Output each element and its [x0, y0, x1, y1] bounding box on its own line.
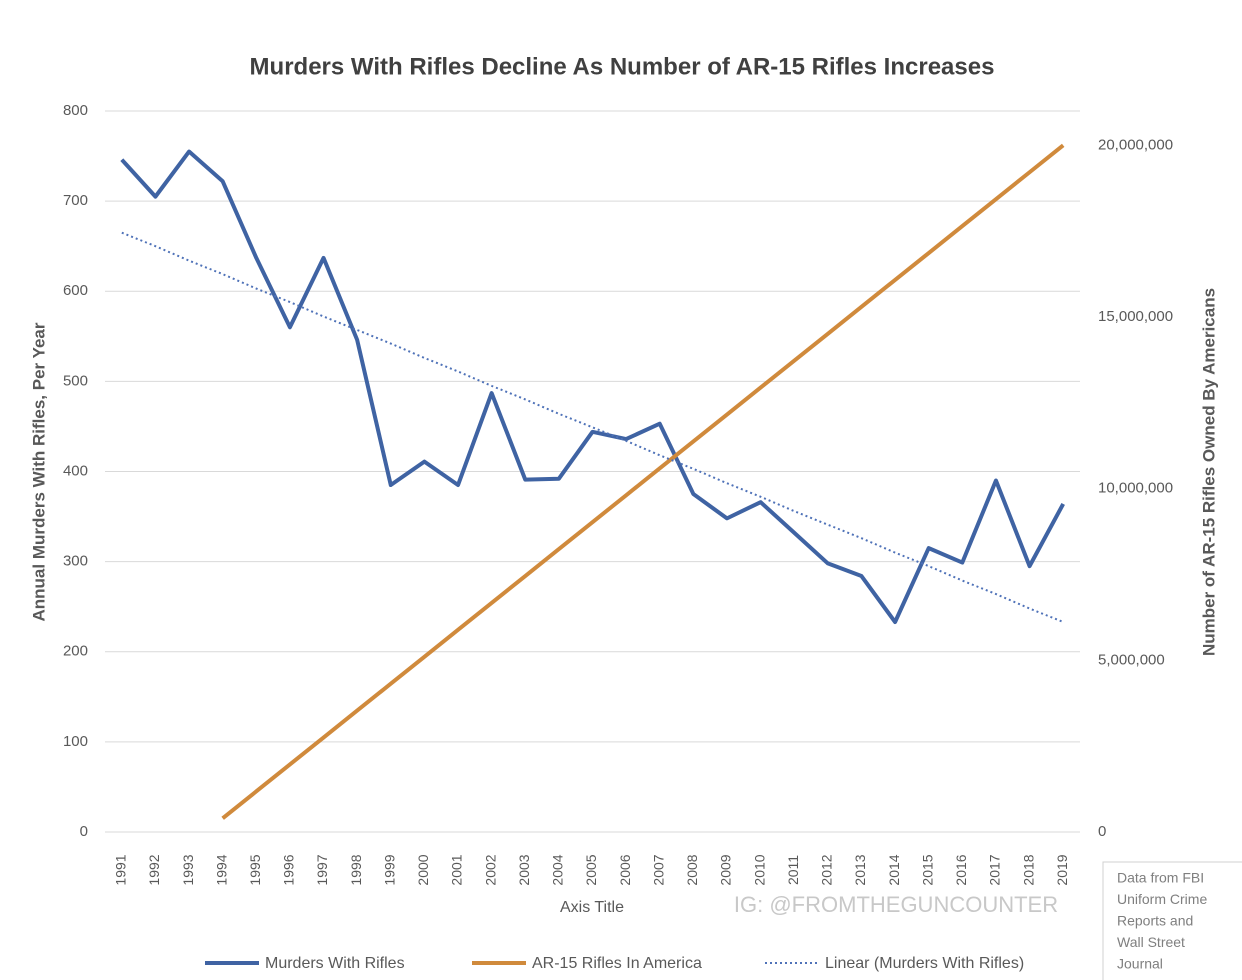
x-tick-label: 1995 — [247, 854, 263, 885]
source-note: Wall Street — [1117, 934, 1185, 950]
y-tick-label: 400 — [63, 462, 88, 479]
x-tick-label: 2000 — [415, 854, 431, 885]
y-tick-label: 200 — [63, 643, 88, 660]
y-tick-label: 300 — [63, 553, 88, 570]
x-tick-label: 2010 — [751, 854, 767, 885]
x-tick-label: 2019 — [1054, 854, 1070, 885]
legend-label: AR-15 Rifles In America — [532, 955, 702, 972]
source-box — [1102, 861, 1242, 980]
x-tick-label: 2013 — [852, 854, 868, 885]
y2-tick-label: 15,000,000 — [1098, 308, 1173, 325]
y2-axis-title: Number of AR-15 Rifles Owned By American… — [1199, 288, 1218, 656]
y2-tick-label: 0 — [1098, 823, 1106, 840]
y-tick-label: 500 — [63, 372, 88, 389]
x-tick-label: 1993 — [180, 854, 196, 885]
x-tick-label: 1996 — [281, 854, 297, 885]
source-note: Reports and — [1117, 913, 1193, 929]
series-line — [120, 149, 1065, 625]
series-line — [221, 143, 1065, 820]
x-tick-label: 2006 — [617, 854, 633, 885]
x-tick-label: 1991 — [113, 854, 129, 885]
x-tick-label: 1999 — [381, 854, 397, 885]
x-tick-label: 2017 — [987, 854, 1003, 885]
legend-label: Linear (Murders With Rifles) — [825, 955, 1024, 972]
x-tick-label: 2009 — [718, 854, 734, 885]
y2-tick-label: 10,000,000 — [1098, 480, 1173, 497]
chart-title: Murders With Rifles Decline As Number of… — [250, 53, 995, 80]
x-tick-label: 1994 — [213, 854, 229, 885]
y2-tick-label: 20,000,000 — [1098, 136, 1173, 153]
x-tick-label: 2008 — [684, 854, 700, 885]
y2-tick-label: 5,000,000 — [1098, 651, 1165, 668]
source-note: Data from FBI — [1117, 870, 1204, 886]
y-tick-label: 0 — [80, 823, 88, 840]
x-tick-label: 1997 — [314, 854, 330, 885]
x-tick-label: 2018 — [1020, 854, 1036, 885]
x-tick-label: 2005 — [583, 854, 599, 885]
source-note: Journal — [1117, 956, 1163, 972]
x-tick-label: 2016 — [953, 854, 969, 885]
y-axis-title: Annual Murders With Rifles, Per Year — [29, 322, 48, 621]
x-tick-label: 1992 — [146, 854, 162, 885]
y-tick-label: 600 — [63, 282, 88, 299]
x-tick-label: 2004 — [550, 854, 566, 885]
x-tick-label: 2011 — [785, 855, 801, 885]
x-tick-label: 2003 — [516, 854, 532, 885]
y-tick-label: 800 — [63, 102, 88, 119]
x-tick-label: 2001 — [449, 854, 465, 885]
x-axis-title: Axis Title — [560, 899, 624, 916]
x-tick-label: 2002 — [482, 854, 498, 885]
y-tick-label: 100 — [63, 733, 88, 750]
watermark: IG: @FROMTHEGUNCOUNTER — [734, 892, 1058, 917]
source-note: Uniform Crime — [1117, 891, 1207, 907]
y-tick-label: 700 — [63, 192, 88, 209]
x-tick-label: 2015 — [919, 854, 935, 885]
x-tick-label: 2014 — [886, 854, 902, 885]
x-tick-label: 2012 — [819, 854, 835, 885]
legend-label: Murders With Rifles — [265, 955, 405, 972]
x-tick-label: 2007 — [650, 854, 666, 885]
x-tick-label: 1998 — [348, 854, 364, 885]
